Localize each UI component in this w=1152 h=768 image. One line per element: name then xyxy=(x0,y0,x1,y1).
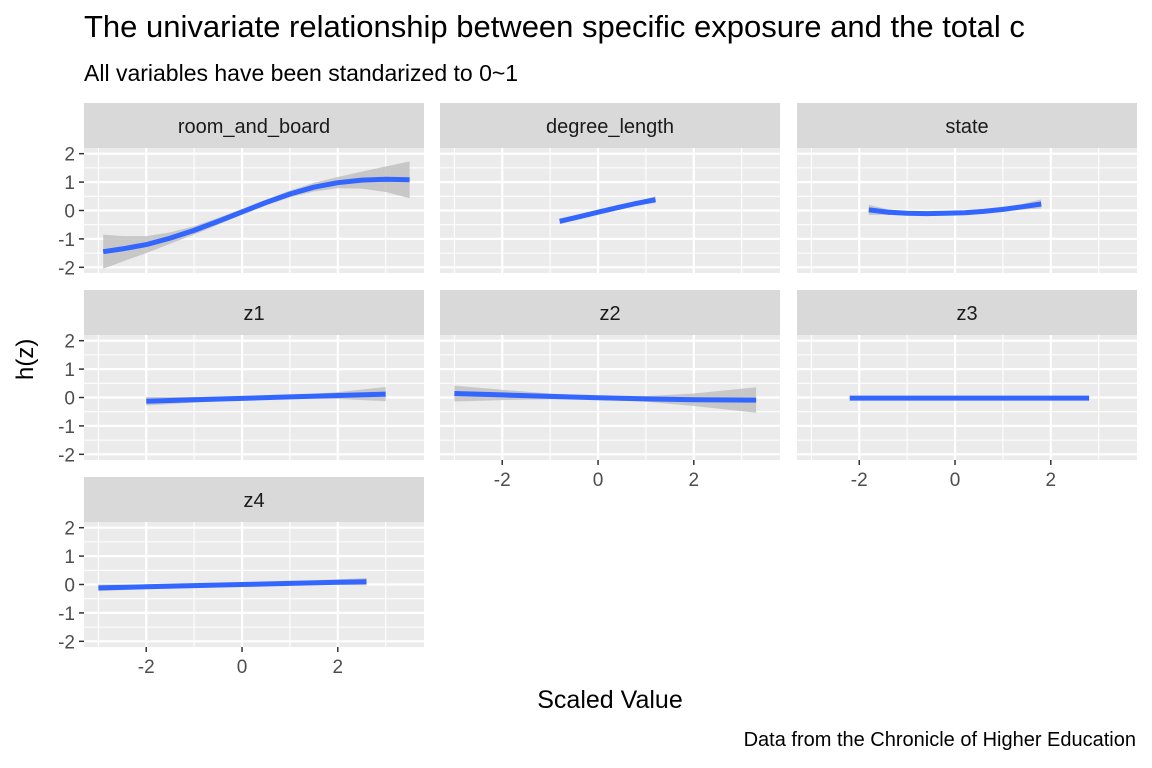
y-tick-label: -2 xyxy=(58,632,75,653)
x-tick-label: -2 xyxy=(494,470,511,491)
y-tick-label: -1 xyxy=(58,230,75,251)
facet-strip-label: room_and_board xyxy=(178,116,330,138)
y-tick-label: 0 xyxy=(64,389,75,410)
y-tick-label: -2 xyxy=(58,258,75,279)
y-tick-label: 2 xyxy=(64,519,75,540)
y-tick-label: 1 xyxy=(64,173,75,194)
x-tick-label: -2 xyxy=(851,470,868,491)
facet-strip xyxy=(440,103,780,148)
facet-strip-label: state xyxy=(945,116,988,138)
x-tick-label: 2 xyxy=(333,657,344,678)
facet-strip xyxy=(797,290,1137,335)
facet-strip xyxy=(84,290,424,335)
facet-strip-label: z1 xyxy=(243,303,264,325)
y-tick-label: -2 xyxy=(58,445,75,466)
series-line xyxy=(98,579,367,591)
y-tick-label: -1 xyxy=(58,417,75,438)
chart-subtitle: All variables have been standarized to 0… xyxy=(84,60,519,86)
series-line xyxy=(559,197,656,224)
facet-strip-label: degree_length xyxy=(546,116,674,138)
facet-strip-label: z2 xyxy=(599,303,620,325)
series-line xyxy=(868,201,1042,217)
y-tick-label: 0 xyxy=(64,202,75,223)
series-line xyxy=(102,176,410,255)
y-tick-label: 1 xyxy=(64,360,75,381)
y-tick-label: 2 xyxy=(64,332,75,353)
facet-strip xyxy=(84,477,424,522)
facet-strip xyxy=(440,290,780,335)
facet-strip xyxy=(84,103,424,148)
y-tick-label: 0 xyxy=(64,576,75,597)
series-line xyxy=(454,391,757,403)
x-tick-label: 0 xyxy=(237,657,248,678)
facet-strip-label: z3 xyxy=(956,303,977,325)
x-axis-label: Scaled Value xyxy=(537,686,683,714)
x-tick-label: -2 xyxy=(138,657,155,678)
chart-caption: Data from the Chronicle of Higher Educat… xyxy=(743,729,1136,751)
series-line xyxy=(146,391,386,404)
y-tick-label: 1 xyxy=(64,547,75,568)
facet-strip-label: z4 xyxy=(243,490,264,512)
x-tick-label: 0 xyxy=(950,470,961,491)
x-tick-label: 2 xyxy=(689,470,700,491)
confidence-ribbon xyxy=(103,161,410,269)
x-tick-label: 2 xyxy=(1046,470,1057,491)
y-tick-label: -1 xyxy=(58,604,75,625)
chart-title: The univariate relationship between spec… xyxy=(84,9,1025,44)
x-tick-label: 0 xyxy=(593,470,604,491)
y-tick-label: 2 xyxy=(64,145,75,166)
facet-strip xyxy=(797,103,1137,148)
